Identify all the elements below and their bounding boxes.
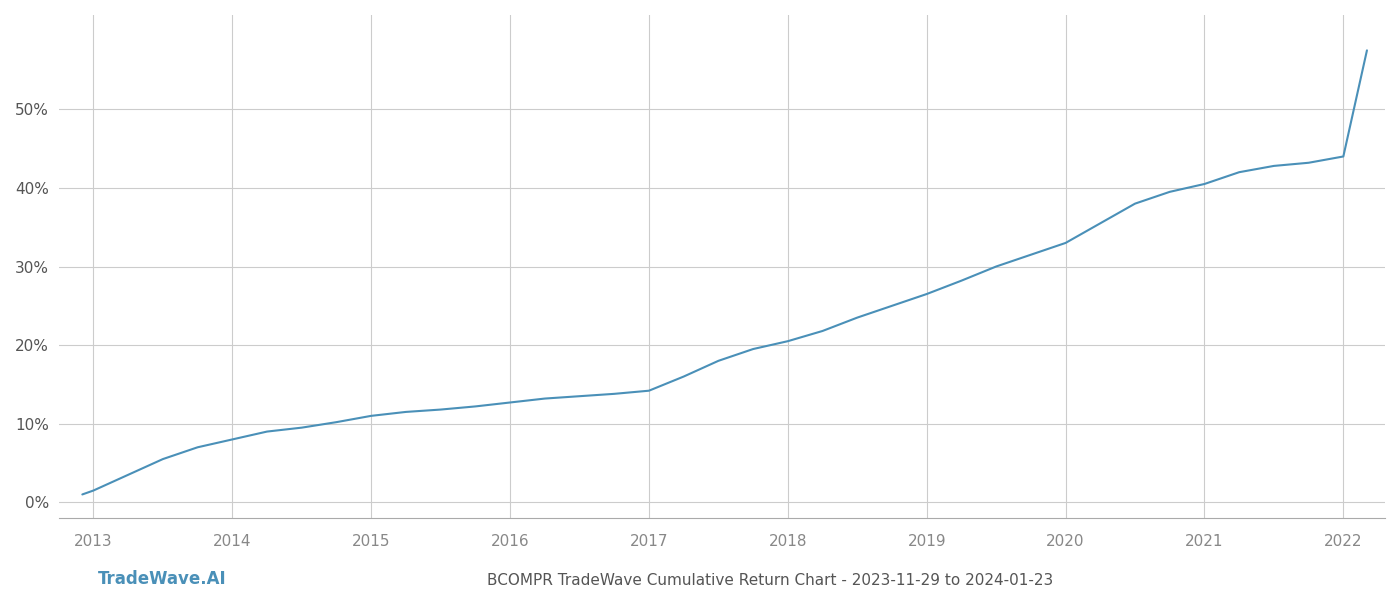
Text: BCOMPR TradeWave Cumulative Return Chart - 2023-11-29 to 2024-01-23: BCOMPR TradeWave Cumulative Return Chart… <box>487 573 1053 588</box>
Text: TradeWave.AI: TradeWave.AI <box>98 570 227 588</box>
